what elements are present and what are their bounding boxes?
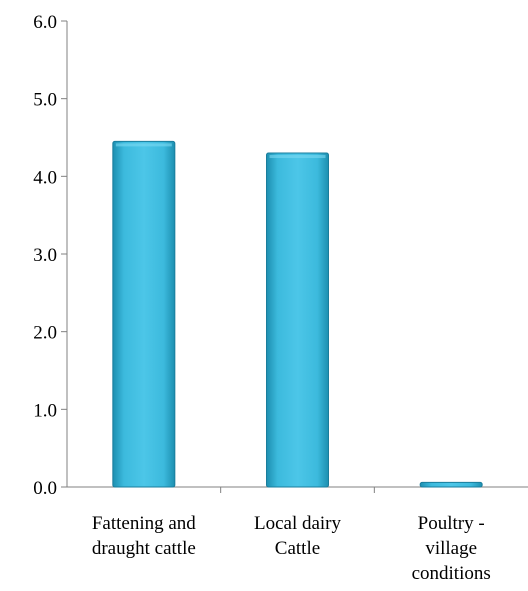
bar — [419, 481, 483, 488]
y-ticks: 0.0 1.0 2.0 3.0 4.0 5.0 6.0 — [33, 12, 67, 499]
x-category-label: Cattle — [275, 538, 320, 559]
bar-highlight — [115, 143, 172, 147]
bar — [266, 152, 329, 488]
bar-highlight — [269, 155, 326, 159]
x-category-label: conditions — [412, 563, 491, 584]
y-tick-label: 3.0 — [33, 245, 57, 266]
bars — [112, 140, 483, 488]
y-tick-label: 2.0 — [33, 323, 57, 344]
y-tick-label: 6.0 — [33, 12, 57, 33]
y-tick-label: 0.0 — [33, 478, 57, 499]
y-tick-label: 4.0 — [33, 167, 57, 188]
x-category-label: village — [425, 538, 477, 559]
y-tick-label: 1.0 — [33, 400, 57, 421]
x-category-label: Poultry - — [418, 513, 485, 534]
y-tick-label: 5.0 — [33, 90, 57, 111]
bar — [112, 140, 176, 488]
x-category-label: Fattening and — [92, 513, 196, 534]
x-ticks — [220, 487, 375, 493]
x-category-label: draught cattle — [92, 538, 196, 559]
x-category-label: Local dairy — [254, 513, 342, 534]
category-labels: Fattening and draught cattle Local dairy Ca… — [92, 513, 491, 584]
